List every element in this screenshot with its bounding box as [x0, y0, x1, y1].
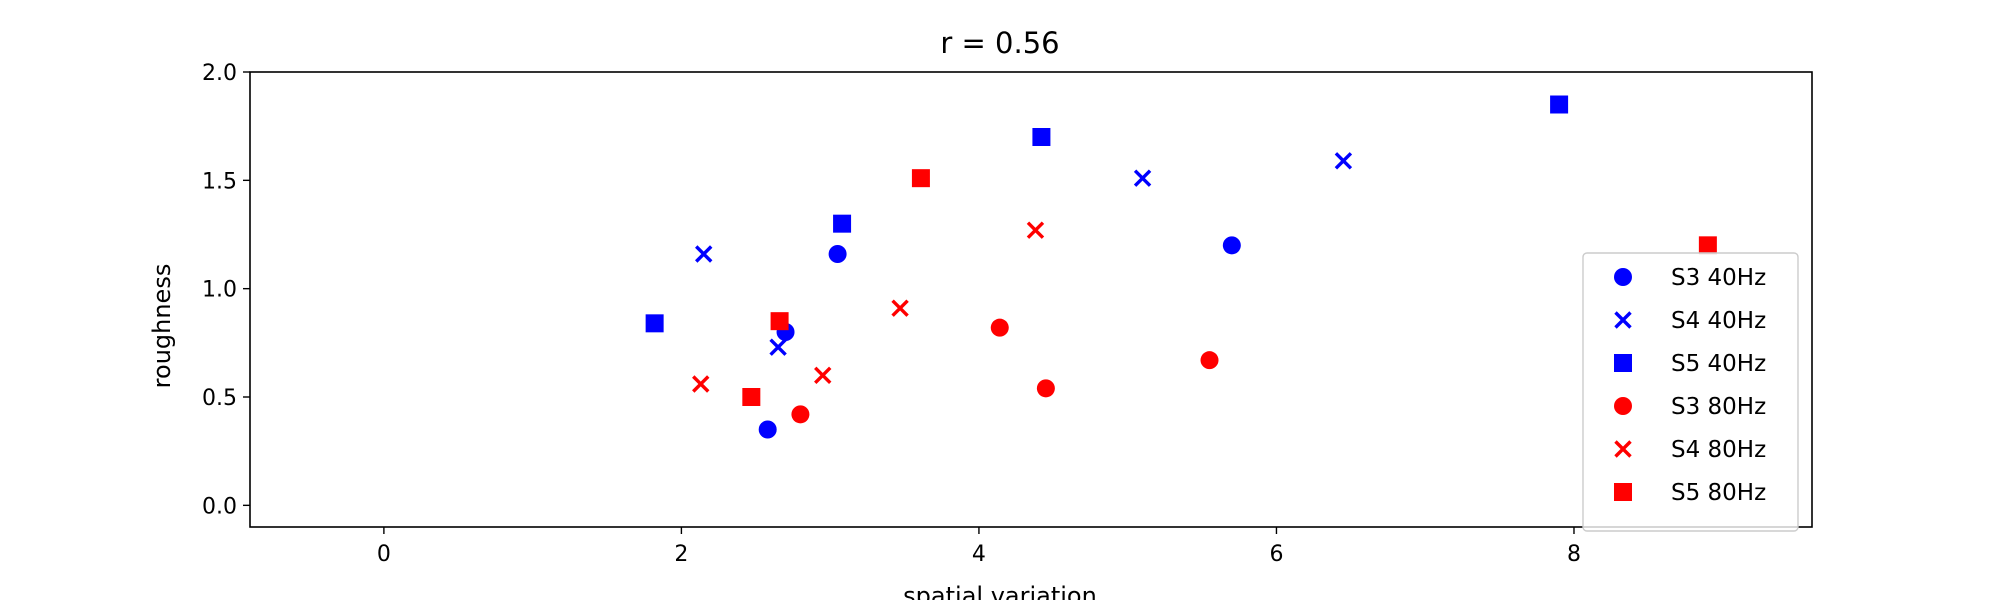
- data-point: [769, 338, 787, 356]
- data-point: [695, 245, 713, 263]
- legend-label: S5 40Hz: [1671, 351, 1766, 377]
- data-point: [692, 375, 710, 393]
- y-axis-label: roughness: [148, 264, 176, 389]
- plot-area: [645, 95, 1717, 439]
- data-point: [758, 420, 777, 439]
- legend: S3 40Hz S4 40Hz S5 40Hz S3 80Hz S4 80Hz S5 80…: [1582, 252, 1799, 532]
- x-tick-label: 4: [972, 542, 986, 567]
- legend-label: S3 80Hz: [1671, 394, 1766, 420]
- y-tick-label: 0.5: [202, 386, 237, 411]
- legend-marker: [1614, 483, 1632, 501]
- data-point: [1133, 169, 1152, 187]
- y-tick-label: 1.5: [202, 169, 237, 194]
- data-point: [1222, 236, 1241, 255]
- data-point: [990, 318, 1009, 337]
- plot-frame: [249, 71, 1813, 528]
- data-point: [1200, 351, 1219, 370]
- x-tick-label: 8: [1567, 542, 1581, 567]
- data-point: [1032, 128, 1051, 146]
- legend-label: S5 80Hz: [1671, 480, 1766, 506]
- legend-marker: [1614, 311, 1632, 329]
- y-tick-label: 1.0: [202, 278, 237, 303]
- legend-marker: [1614, 354, 1632, 372]
- data-point: [833, 214, 852, 233]
- data-point: [828, 245, 847, 263]
- data-point: [742, 388, 761, 406]
- data-point: [645, 314, 664, 333]
- data-point: [891, 299, 909, 317]
- data-point: [1550, 95, 1569, 114]
- x-axis: 0 2 4 6 8: [377, 527, 1581, 567]
- data-point: [1698, 236, 1717, 255]
- y-tick-label: 0.0: [202, 494, 237, 519]
- x-tick-label: 2: [674, 542, 688, 567]
- x-tick-label: 6: [1269, 542, 1283, 567]
- data-point: [911, 169, 930, 188]
- data-point: [1026, 221, 1045, 239]
- x-tick-label: 0: [377, 542, 391, 567]
- legend-label: S4 80Hz: [1671, 437, 1766, 463]
- legend-label: S3 40Hz: [1671, 265, 1766, 291]
- x-axis-label: spatial variation: [903, 582, 1097, 600]
- data-point: [770, 312, 789, 331]
- data-point: [1036, 379, 1055, 398]
- y-tick-label: 2.0: [202, 61, 237, 86]
- legend-box: [1582, 252, 1799, 532]
- y-axis: 0.0 0.5 1.0 1.5 2.0: [202, 61, 250, 519]
- data-point: [814, 366, 832, 385]
- data-point: [791, 405, 810, 424]
- data-point: [1334, 152, 1353, 170]
- legend-marker: [1614, 440, 1632, 458]
- chart-title: r = 0.56: [940, 26, 1059, 60]
- legend-marker: [1614, 397, 1632, 415]
- legend-marker: [1614, 268, 1632, 286]
- legend-label: S4 40Hz: [1671, 308, 1766, 334]
